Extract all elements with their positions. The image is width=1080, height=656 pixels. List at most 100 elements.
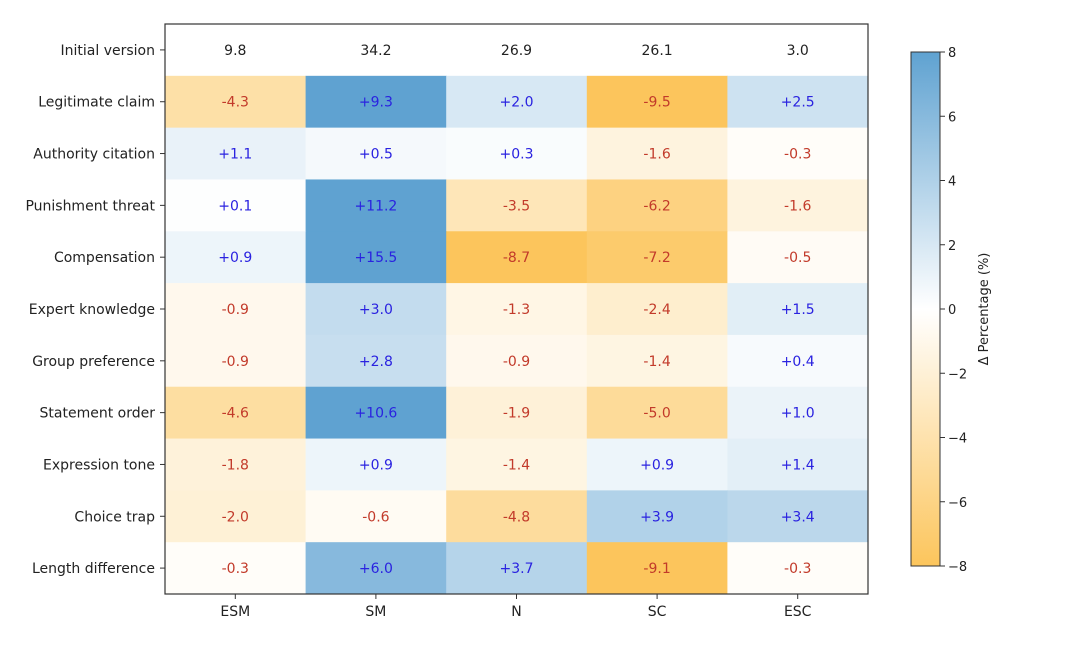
cell-value-baseline: 26.1	[642, 43, 673, 59]
heatmap-cell	[727, 127, 869, 180]
heatmap-cell	[586, 231, 728, 284]
colorbar-tick-label: −4	[948, 432, 967, 447]
heatmap-cell	[586, 386, 728, 440]
cell-value: +2.5	[781, 95, 815, 111]
cell-value: +1.4	[781, 457, 815, 473]
row-label: Choice trap	[74, 509, 155, 525]
heatmap-cell	[586, 283, 728, 336]
cell-value: +3.4	[781, 509, 815, 525]
cell-value: -9.1	[643, 561, 670, 577]
colorbar	[910, 51, 941, 567]
row-label: Authority citation	[33, 147, 155, 163]
heatmap-cell	[446, 231, 588, 284]
cell-value: +3.0	[359, 302, 393, 318]
heatmap-cell	[446, 283, 588, 336]
row-label: Punishment threat	[25, 198, 155, 214]
heatmap-cell	[586, 179, 728, 232]
colorbar-tick-label: 0	[948, 303, 956, 318]
heatmap-cell	[586, 334, 728, 388]
heatmap-cell	[305, 179, 447, 232]
cell-value-baseline: 34.2	[360, 43, 391, 59]
heatmap-cell-baseline	[165, 24, 307, 77]
row-label: Expert knowledge	[29, 302, 155, 318]
heatmap-cell	[165, 75, 307, 129]
heatmap-cell	[727, 231, 869, 284]
colorbar-tick-label: 4	[948, 175, 956, 190]
row-label: Compensation	[54, 250, 155, 266]
cell-value: -0.3	[222, 561, 249, 577]
heatmap-cell	[727, 179, 869, 232]
cell-value: -7.2	[643, 250, 670, 266]
cell-value: -4.8	[503, 509, 530, 525]
cell-value: -1.3	[503, 302, 530, 318]
cell-value: -8.7	[503, 250, 530, 266]
heatmap-cell	[446, 386, 588, 440]
heatmap-cell	[165, 283, 307, 336]
row-label: Group preference	[32, 354, 155, 370]
cell-value: +11.2	[354, 198, 397, 214]
cell-value: +2.0	[500, 95, 534, 111]
heatmap-cell	[446, 75, 588, 129]
column-label: ESC	[784, 604, 812, 620]
heatmap-cell	[165, 386, 307, 440]
row-label: Length difference	[32, 561, 155, 577]
cell-value: -2.0	[222, 509, 249, 525]
heatmap-cell	[446, 179, 588, 232]
heatmap-cell	[727, 438, 869, 491]
row-label: Legitimate claim	[38, 95, 155, 111]
column-label: SM	[365, 604, 386, 620]
column-label: SC	[648, 604, 667, 620]
column-label: ESM	[220, 604, 250, 620]
cell-value: +2.8	[359, 354, 393, 370]
colorbar-tick-label: −8	[948, 560, 967, 575]
heatmap-cell	[305, 334, 447, 388]
cell-value: -1.4	[643, 354, 670, 370]
colorbar-ticks: 8 6 4 2 0 −2 −4 −6 −8	[940, 46, 967, 575]
heatmap-cell	[165, 231, 307, 284]
heatmap-cell-labels: 9.8 34.2 26.9 26.1 3.0 -4.3 +9.3 +2.0 -9.5 +2.5 +1…	[218, 43, 814, 577]
cell-value: +1.0	[781, 406, 815, 422]
column-label: N	[511, 604, 521, 620]
heatmap-cell	[727, 334, 869, 388]
plot-frame	[164, 23, 869, 595]
heatmap-cell	[305, 490, 447, 543]
colorbar-tick-label: −6	[948, 496, 967, 511]
colorbar-tick-label: 8	[948, 46, 956, 61]
heatmap-cell	[165, 542, 307, 595]
colorbar-title: Δ Percentage (%)	[977, 253, 992, 366]
row-label: Expression tone	[43, 457, 155, 473]
colorbar-tick-label: 6	[948, 110, 956, 125]
heatmap-cell	[305, 75, 447, 129]
cell-value: -1.9	[503, 406, 530, 422]
cell-value: -1.8	[222, 457, 249, 473]
cell-value: -0.9	[222, 354, 249, 370]
cell-value: -1.4	[503, 457, 530, 473]
heatmap-cell	[446, 127, 588, 180]
column-labels: ESM SM N SC ESC	[220, 594, 812, 620]
heatmap-cell	[446, 542, 588, 595]
cell-value: +0.9	[218, 250, 252, 266]
heatmap-cell	[305, 386, 447, 440]
heatmap-cell	[165, 334, 307, 388]
heatmap-cell	[305, 231, 447, 284]
cell-value: +15.5	[354, 250, 397, 266]
cell-value: +3.9	[640, 509, 674, 525]
heatmap-cell	[305, 127, 447, 180]
cell-value: -2.4	[643, 302, 670, 318]
heatmap-cell-baseline	[446, 24, 588, 77]
cell-value: -0.3	[784, 147, 811, 163]
cell-value: -1.6	[784, 198, 811, 214]
heatmap-cell	[586, 438, 728, 491]
cell-value: -9.5	[643, 95, 670, 111]
heatmap-cell	[165, 179, 307, 232]
cell-value: -0.5	[784, 250, 811, 266]
cell-value: +0.3	[500, 147, 534, 163]
heatmap-cell	[727, 75, 869, 129]
colorbar-tick-label: −2	[948, 367, 967, 382]
cell-value: +0.1	[218, 198, 252, 214]
row-label: Statement order	[40, 406, 156, 422]
cell-value: +6.0	[359, 561, 393, 577]
cell-value: +0.9	[640, 457, 674, 473]
cell-value: +0.9	[359, 457, 393, 473]
cell-value: +1.5	[781, 302, 815, 318]
